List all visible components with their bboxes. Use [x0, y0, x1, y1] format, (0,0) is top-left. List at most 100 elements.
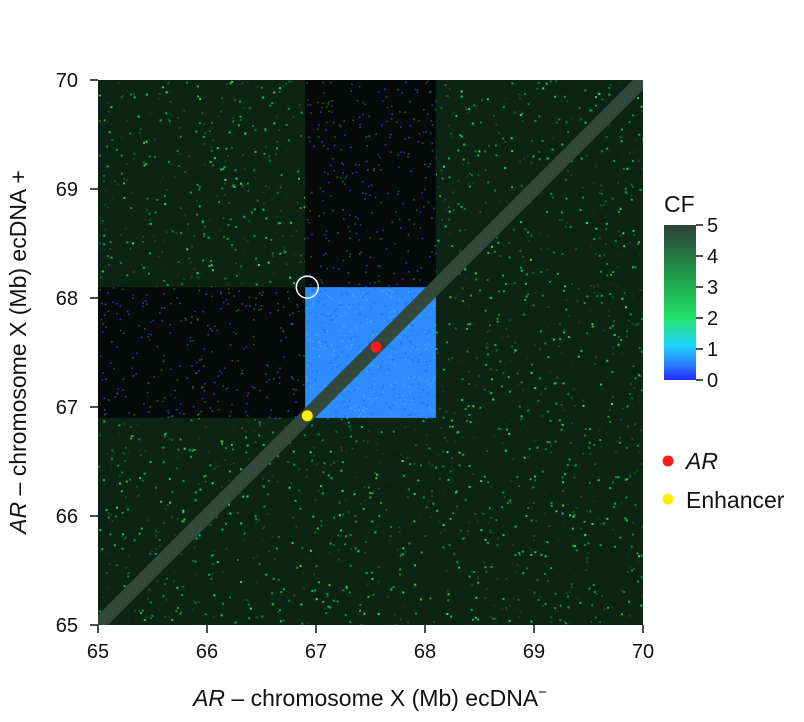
contact-speckle [133, 539, 136, 542]
contact-speckle [619, 207, 622, 210]
region-speckle [358, 351, 361, 353]
contact-speckle [121, 547, 124, 550]
contact-speckle [246, 240, 249, 243]
contact-speckle [269, 159, 272, 162]
contact-speckle [353, 493, 356, 496]
contact-speckle [342, 616, 345, 619]
contact-speckle [442, 368, 445, 371]
region-speckle [362, 101, 365, 104]
contact-speckle [203, 235, 206, 238]
contact-speckle [543, 512, 546, 515]
contact-speckle [417, 542, 420, 545]
contact-speckle [125, 496, 127, 499]
contact-speckle [303, 587, 305, 590]
contact-speckle [490, 517, 493, 519]
region-speckle [342, 208, 344, 211]
region-speckle [415, 356, 417, 359]
contact-speckle [156, 167, 159, 170]
region-speckle [294, 416, 297, 418]
contact-speckle [209, 161, 212, 163]
region-speckle [308, 365, 311, 368]
contact-speckle [107, 516, 110, 519]
contact-speckle [182, 281, 185, 284]
region-speckle [103, 397, 106, 400]
region-speckle [217, 400, 219, 403]
contact-speckle [296, 170, 299, 173]
region-speckle [115, 346, 118, 348]
region-speckle [388, 346, 390, 348]
region-speckle [220, 291, 222, 293]
region-speckle [377, 366, 379, 368]
region-speckle [423, 206, 425, 208]
contact-speckle [564, 285, 567, 288]
region-speckle [432, 124, 434, 126]
contact-speckle [171, 515, 174, 518]
contact-speckle [293, 282, 295, 285]
contact-speckle [513, 351, 516, 354]
heatmap-region [98, 287, 306, 418]
region-speckle [372, 334, 375, 336]
contact-speckle [462, 158, 465, 161]
contact-speckle [600, 184, 603, 187]
contact-speckle [183, 109, 186, 112]
contact-speckle [219, 229, 222, 232]
contact-speckle [557, 539, 560, 542]
contact-speckle [476, 520, 479, 523]
contact-speckle [488, 296, 491, 299]
contact-speckle [520, 314, 523, 317]
contact-speckle [640, 554, 643, 557]
diagonal-line [98, 80, 643, 625]
contact-speckle [209, 524, 212, 527]
contact-speckle [233, 186, 236, 188]
region-speckle [275, 291, 278, 294]
contact-speckle [366, 440, 369, 443]
contact-speckle [444, 225, 447, 228]
region-speckle [321, 106, 323, 109]
contact-speckle [549, 80, 552, 83]
region-speckle [411, 383, 414, 385]
contact-speckle [460, 90, 463, 93]
contact-speckle [527, 456, 530, 459]
contact-speckle [171, 618, 174, 621]
region-speckle [352, 410, 355, 413]
region-speckle [311, 340, 314, 343]
contact-speckle [261, 615, 264, 618]
contact-speckle [338, 502, 341, 505]
contact-speckle [538, 607, 541, 610]
region-speckle [260, 308, 262, 310]
region-speckle [393, 383, 396, 386]
contact-speckle [241, 427, 244, 430]
contact-speckle [441, 200, 444, 203]
contact-speckle [422, 420, 425, 423]
contact-speckle [612, 270, 615, 273]
contact-speckle [275, 153, 277, 156]
region-speckle [411, 323, 414, 326]
contact-speckle [567, 130, 570, 133]
region-speckle [358, 303, 360, 305]
contact-speckle [614, 451, 617, 454]
contact-speckle [186, 81, 188, 84]
contact-speckle [528, 409, 531, 412]
contact-speckle [478, 150, 481, 153]
region-speckle [422, 401, 425, 404]
region-speckle [373, 302, 376, 304]
contact-speckle [629, 495, 632, 498]
region-speckle [405, 81, 407, 84]
region-speckle [309, 312, 312, 314]
contact-speckle [295, 128, 298, 130]
region-speckle [298, 354, 301, 356]
heatmap-region [305, 80, 436, 288]
contact-speckle [243, 532, 246, 535]
contact-speckle [354, 547, 357, 550]
contact-speckle [537, 415, 540, 418]
contact-speckle [600, 245, 603, 248]
contact-speckle [632, 114, 634, 117]
contact-speckle [631, 322, 634, 325]
contact-speckle [637, 97, 639, 100]
contact-speckle [221, 440, 224, 443]
region-speckle [343, 403, 346, 405]
region-speckle [176, 379, 179, 381]
contact-speckle [497, 241, 500, 244]
contact-speckle [473, 436, 476, 439]
